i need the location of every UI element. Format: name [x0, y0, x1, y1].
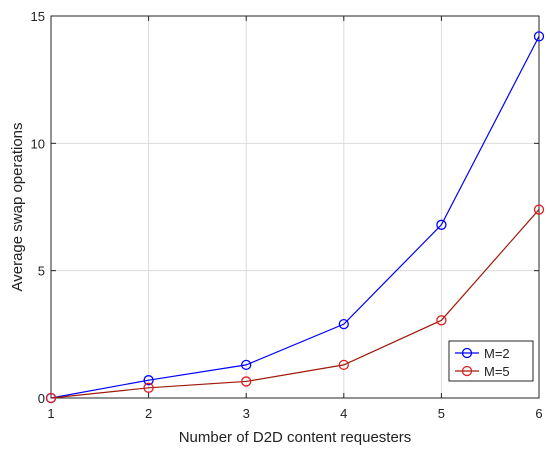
series-line: [50, 209, 540, 399]
x-axis-title: Number of D2D content requesters: [179, 429, 412, 446]
legend-marker: [461, 347, 473, 359]
y-tick-label: 5: [38, 264, 45, 279]
data-point: [338, 318, 349, 330]
data-point: [533, 204, 545, 215]
y-tick-label: 10: [31, 136, 45, 151]
plot-frame: [50, 15, 540, 399]
data-point: [45, 392, 57, 404]
data-point: [436, 219, 447, 230]
y-axis: 0 5 10 15: [31, 9, 539, 406]
legend-label: M=5: [484, 364, 510, 379]
data-point: [533, 31, 545, 42]
x-tick-label: 4: [340, 406, 347, 421]
legend: M=2M=5: [448, 340, 534, 382]
data-point: [143, 375, 154, 386]
data-point: [436, 315, 447, 326]
data-point: [241, 376, 252, 387]
data-point: [338, 359, 349, 371]
y-tick-label: 0: [38, 391, 45, 406]
x-tick-label: 5: [438, 406, 445, 421]
legend-label: M=2: [484, 346, 510, 361]
x-tick-label: 3: [243, 406, 250, 421]
legend-marker: [461, 365, 473, 377]
series-layer: [45, 31, 545, 404]
y-axis-title: Average swap operations: [9, 123, 26, 292]
data-point: [241, 359, 252, 371]
data-point: [143, 382, 154, 393]
series-line: [50, 36, 540, 399]
x-tick-label: 6: [535, 406, 542, 421]
x-tick-label: 1: [47, 406, 54, 421]
x-axis: 1 2 3 4 5 6: [47, 16, 543, 421]
series-m-5: [45, 204, 545, 404]
legend-box: [448, 340, 534, 382]
x-tick-label: 2: [145, 406, 152, 421]
y-tick-label: 15: [31, 9, 45, 24]
